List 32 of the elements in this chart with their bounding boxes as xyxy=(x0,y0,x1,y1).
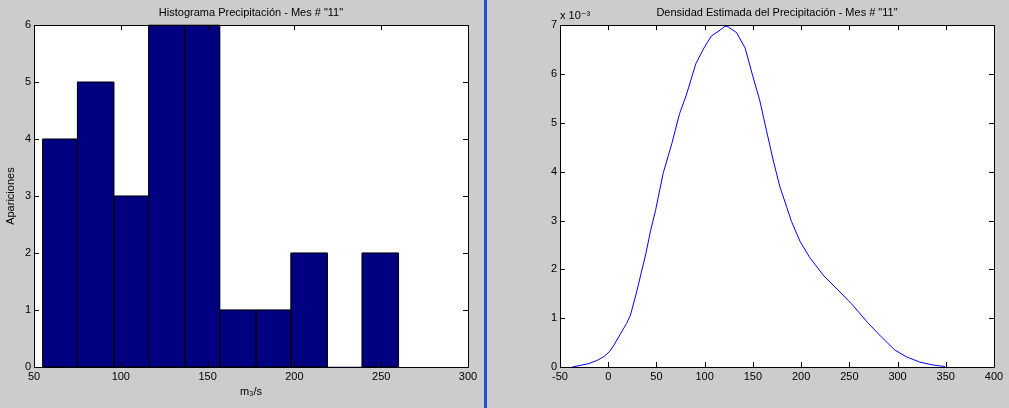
y-tick-label: 1 xyxy=(550,311,557,324)
x-tick-label: 100 xyxy=(111,369,130,382)
x-tick-label: 300 xyxy=(458,369,478,382)
y-tick-label: 5 xyxy=(550,115,557,128)
x-tick-label: 0 xyxy=(605,369,612,382)
y-tick-label: 7 xyxy=(550,18,557,31)
y-tick-label: 2 xyxy=(24,246,31,259)
y-tick-label: 3 xyxy=(550,213,557,226)
x-tick-label: 50 xyxy=(650,369,663,382)
x-tick-label: 250 xyxy=(840,369,859,382)
y-tick-label: 6 xyxy=(550,67,557,80)
x-tick-label: 200 xyxy=(285,369,304,382)
y-tick-label: 4 xyxy=(550,164,557,177)
x-axis-title: m₃/s xyxy=(239,385,263,398)
x-tick-label: 150 xyxy=(743,369,763,382)
x-tick-label: 350 xyxy=(936,369,955,382)
y-tick-label: 3 xyxy=(24,189,31,202)
y-tick-label: 1 xyxy=(24,303,31,316)
x-tick-label: 150 xyxy=(198,369,217,382)
x-tick-label: 400 xyxy=(984,369,1004,382)
chart-title: Densidad Estimada del Precipitación - Mes # "11" xyxy=(656,5,898,18)
x-tick-label: 200 xyxy=(791,369,811,382)
y-tick-label: 2 xyxy=(550,262,557,275)
y-tick-label: 6 xyxy=(24,18,31,31)
x-tick-label: 100 xyxy=(695,369,714,382)
text: x 10⁻³ xyxy=(560,9,591,22)
y-tick-label: 4 xyxy=(24,132,31,145)
y-axis-title: Apariciones xyxy=(3,166,16,225)
x-tick-label: 300 xyxy=(888,369,907,382)
y-tick-label: 5 xyxy=(24,75,31,88)
chart-title: Histograma Precipitación - Mes # "11" xyxy=(158,5,344,18)
x-tick-label: 250 xyxy=(372,369,391,382)
